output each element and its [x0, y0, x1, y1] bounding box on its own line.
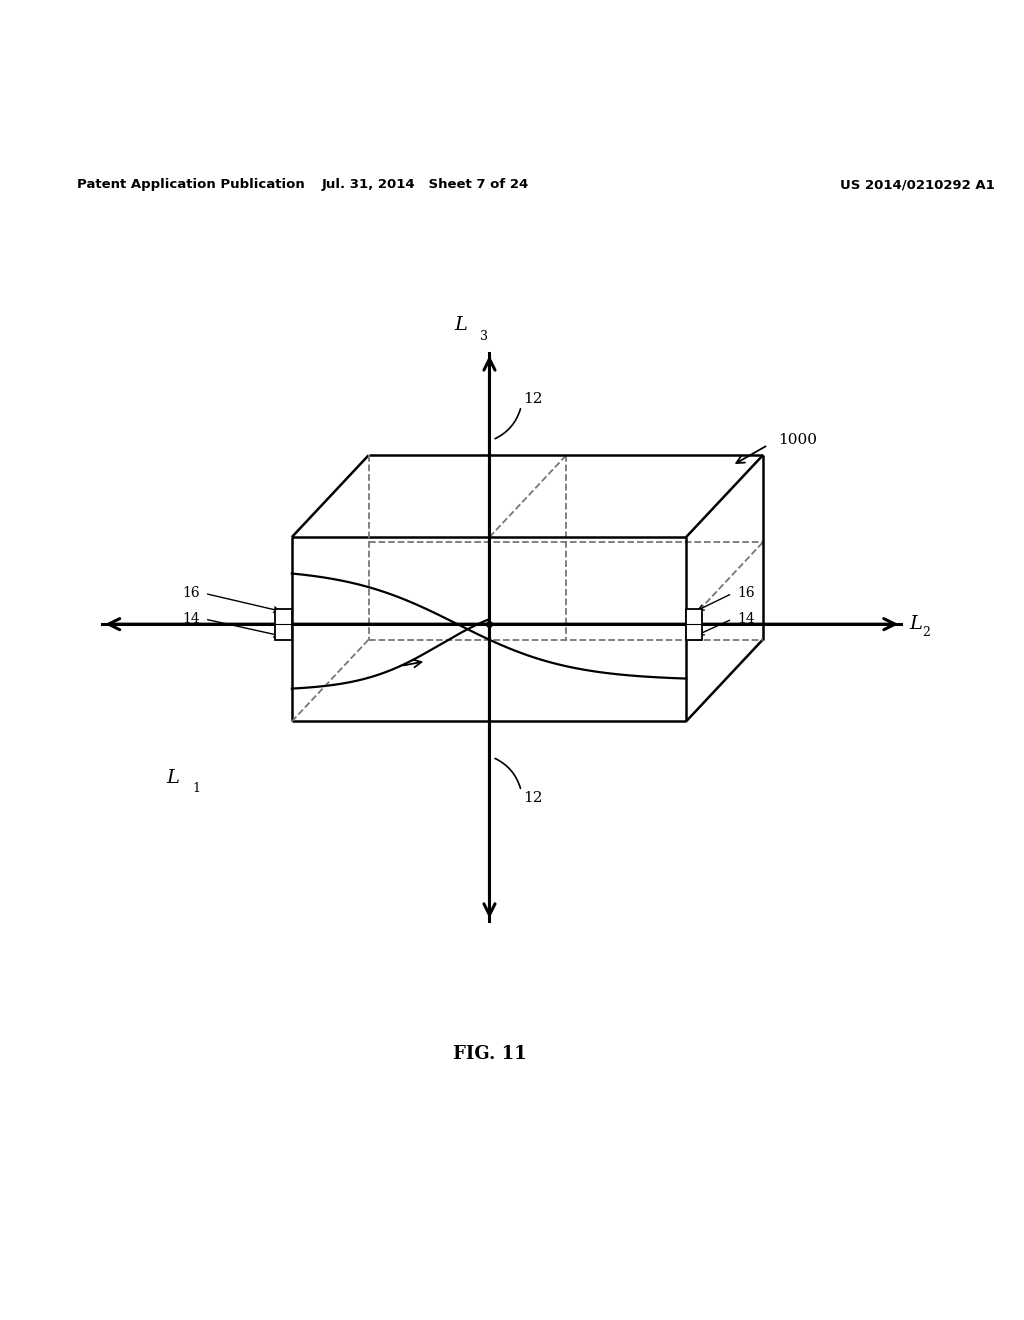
Text: 16: 16 — [182, 586, 200, 601]
Text: L: L — [166, 768, 179, 787]
Text: L: L — [454, 317, 467, 334]
Text: 3: 3 — [480, 330, 488, 343]
FancyArrowPatch shape — [495, 409, 520, 438]
Text: US 2014/0210292 A1: US 2014/0210292 A1 — [840, 178, 994, 191]
Text: 12: 12 — [523, 791, 543, 805]
Text: 16: 16 — [737, 586, 755, 601]
Text: 12: 12 — [523, 392, 543, 405]
Text: FIG. 11: FIG. 11 — [453, 1045, 526, 1063]
FancyArrowPatch shape — [495, 759, 520, 788]
Text: L: L — [909, 615, 923, 634]
Text: 1: 1 — [193, 781, 201, 795]
Text: 14: 14 — [182, 612, 200, 626]
Text: Patent Application Publication: Patent Application Publication — [77, 178, 304, 191]
Text: 2: 2 — [923, 626, 931, 639]
Bar — [686, 609, 702, 639]
Bar — [275, 609, 292, 639]
Text: Jul. 31, 2014   Sheet 7 of 24: Jul. 31, 2014 Sheet 7 of 24 — [322, 178, 528, 191]
Text: 14: 14 — [737, 612, 755, 626]
Text: 1000: 1000 — [778, 433, 817, 447]
